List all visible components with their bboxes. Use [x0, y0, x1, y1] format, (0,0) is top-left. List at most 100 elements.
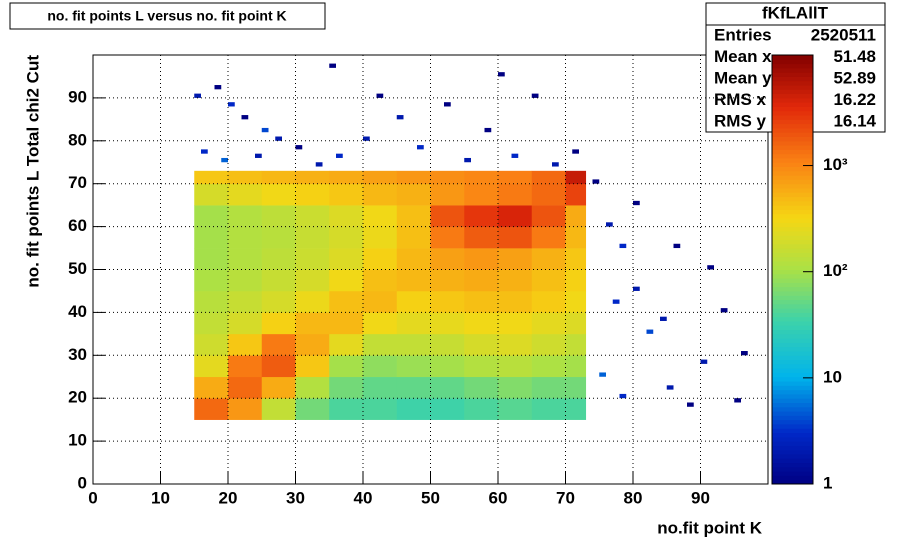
heat-cell	[228, 355, 263, 378]
heat-cell	[531, 312, 566, 335]
heat-cell	[430, 333, 465, 356]
colorbar-segment	[772, 316, 813, 322]
colorbar-segment	[772, 295, 813, 301]
x-tick-label: 0	[88, 488, 97, 507]
heat-cell	[295, 333, 330, 356]
colorbar-segment	[772, 299, 813, 305]
sparse-cell	[619, 243, 627, 249]
colorbar-segment	[772, 67, 813, 73]
colorbar-segment	[772, 243, 813, 249]
heat-cell	[498, 170, 533, 184]
heat-cell	[329, 205, 364, 227]
stats-label: Entries	[714, 25, 772, 44]
heat-cell	[498, 333, 533, 356]
y-tick-label: 30	[68, 345, 87, 364]
heat-cell	[194, 290, 229, 313]
heat-cell	[295, 248, 330, 270]
colorbar-segment	[772, 402, 813, 408]
y-tick-label: 90	[68, 87, 87, 106]
colorbar-segment	[772, 157, 813, 163]
heat-cell	[498, 269, 533, 292]
heat-cell	[565, 205, 587, 227]
heat-cell	[498, 183, 533, 206]
colorbar-segment	[772, 187, 813, 193]
sparse-cell	[606, 222, 613, 227]
heat-cell	[295, 290, 330, 313]
sparse-cell	[599, 372, 606, 377]
colorbar-segment	[772, 127, 813, 133]
colorbar-segment	[772, 123, 813, 129]
heat-cell	[396, 170, 431, 184]
heat-cell	[498, 205, 533, 227]
heat-cell	[261, 205, 296, 227]
colorbar-segment	[772, 72, 813, 77]
colorbar-segment	[772, 226, 813, 232]
heat-cell	[531, 376, 566, 399]
y-tick-label: 50	[68, 259, 87, 278]
heat-cell	[228, 226, 263, 249]
heat-cell	[261, 269, 296, 292]
heat-cell	[396, 376, 431, 399]
y-tick-label: 0	[78, 473, 87, 492]
y-axis-title: no. fit points L Total chi2 Cut	[23, 55, 42, 288]
heat-cell	[329, 290, 364, 313]
heat-cell	[261, 398, 296, 420]
colorbar-segment	[772, 179, 813, 185]
heat-cell	[464, 226, 499, 249]
heat-cell	[396, 355, 431, 378]
sparse-cell	[228, 102, 235, 107]
colorbar-segment	[772, 346, 813, 352]
heat-cell	[363, 355, 398, 378]
heat-cell	[498, 312, 533, 335]
colorbar-segment	[772, 342, 813, 348]
colorbar-segment	[772, 80, 813, 86]
x-tick-label: 30	[286, 488, 305, 507]
heat-cell	[531, 226, 566, 249]
colorbar-frame	[771, 54, 814, 485]
colorbar-segment	[772, 436, 813, 442]
heat-cell	[295, 205, 330, 227]
colorbar-segment	[772, 398, 813, 403]
heat-cell	[363, 170, 398, 184]
colorbar-segment	[772, 325, 813, 331]
heat-cell	[363, 333, 398, 356]
sparse-cell	[295, 145, 303, 150]
y-tick-label: 60	[68, 216, 87, 235]
chart-title: no. fit points L versus no. fit point K	[47, 8, 286, 24]
z-tick-label: 10³	[823, 155, 848, 174]
stats-label: Mean x	[714, 47, 772, 66]
heat-cell	[329, 398, 364, 420]
colorbar-segment	[772, 162, 813, 168]
heat-cell	[498, 226, 533, 249]
heat-cell	[396, 183, 431, 206]
heat-cell	[531, 269, 566, 292]
title-box	[9, 2, 326, 30]
heat-cell	[295, 226, 330, 249]
heat-cell	[531, 333, 566, 356]
colorbar-segment	[772, 445, 813, 451]
stats-value: 16.22	[833, 90, 876, 109]
sparse-cell	[329, 63, 336, 68]
sparse-cell	[612, 299, 620, 304]
y-tick-label: 20	[68, 388, 87, 407]
heat-cell	[228, 290, 263, 313]
heat-cell	[430, 205, 465, 227]
plot-area	[194, 63, 748, 420]
colorbar-segment	[772, 475, 813, 481]
y-tick-label: 10	[68, 431, 87, 450]
colorbar-segment	[772, 59, 813, 65]
stats-value: 2520511	[811, 25, 876, 44]
heat-cell	[329, 269, 364, 292]
sparse-cell	[444, 102, 451, 107]
colorbar-segment	[772, 265, 813, 270]
heat-cell	[363, 398, 398, 420]
sparse-cell	[255, 153, 262, 158]
sparse-cell	[720, 308, 728, 313]
sparse-cell	[666, 385, 674, 390]
heat-cell	[329, 170, 364, 184]
colorbar-segment	[772, 153, 813, 159]
heat-cell	[464, 269, 499, 292]
stats-title: fKfLAllT	[762, 3, 829, 22]
heat-cell	[363, 290, 398, 313]
colorbar-segment	[772, 119, 813, 125]
